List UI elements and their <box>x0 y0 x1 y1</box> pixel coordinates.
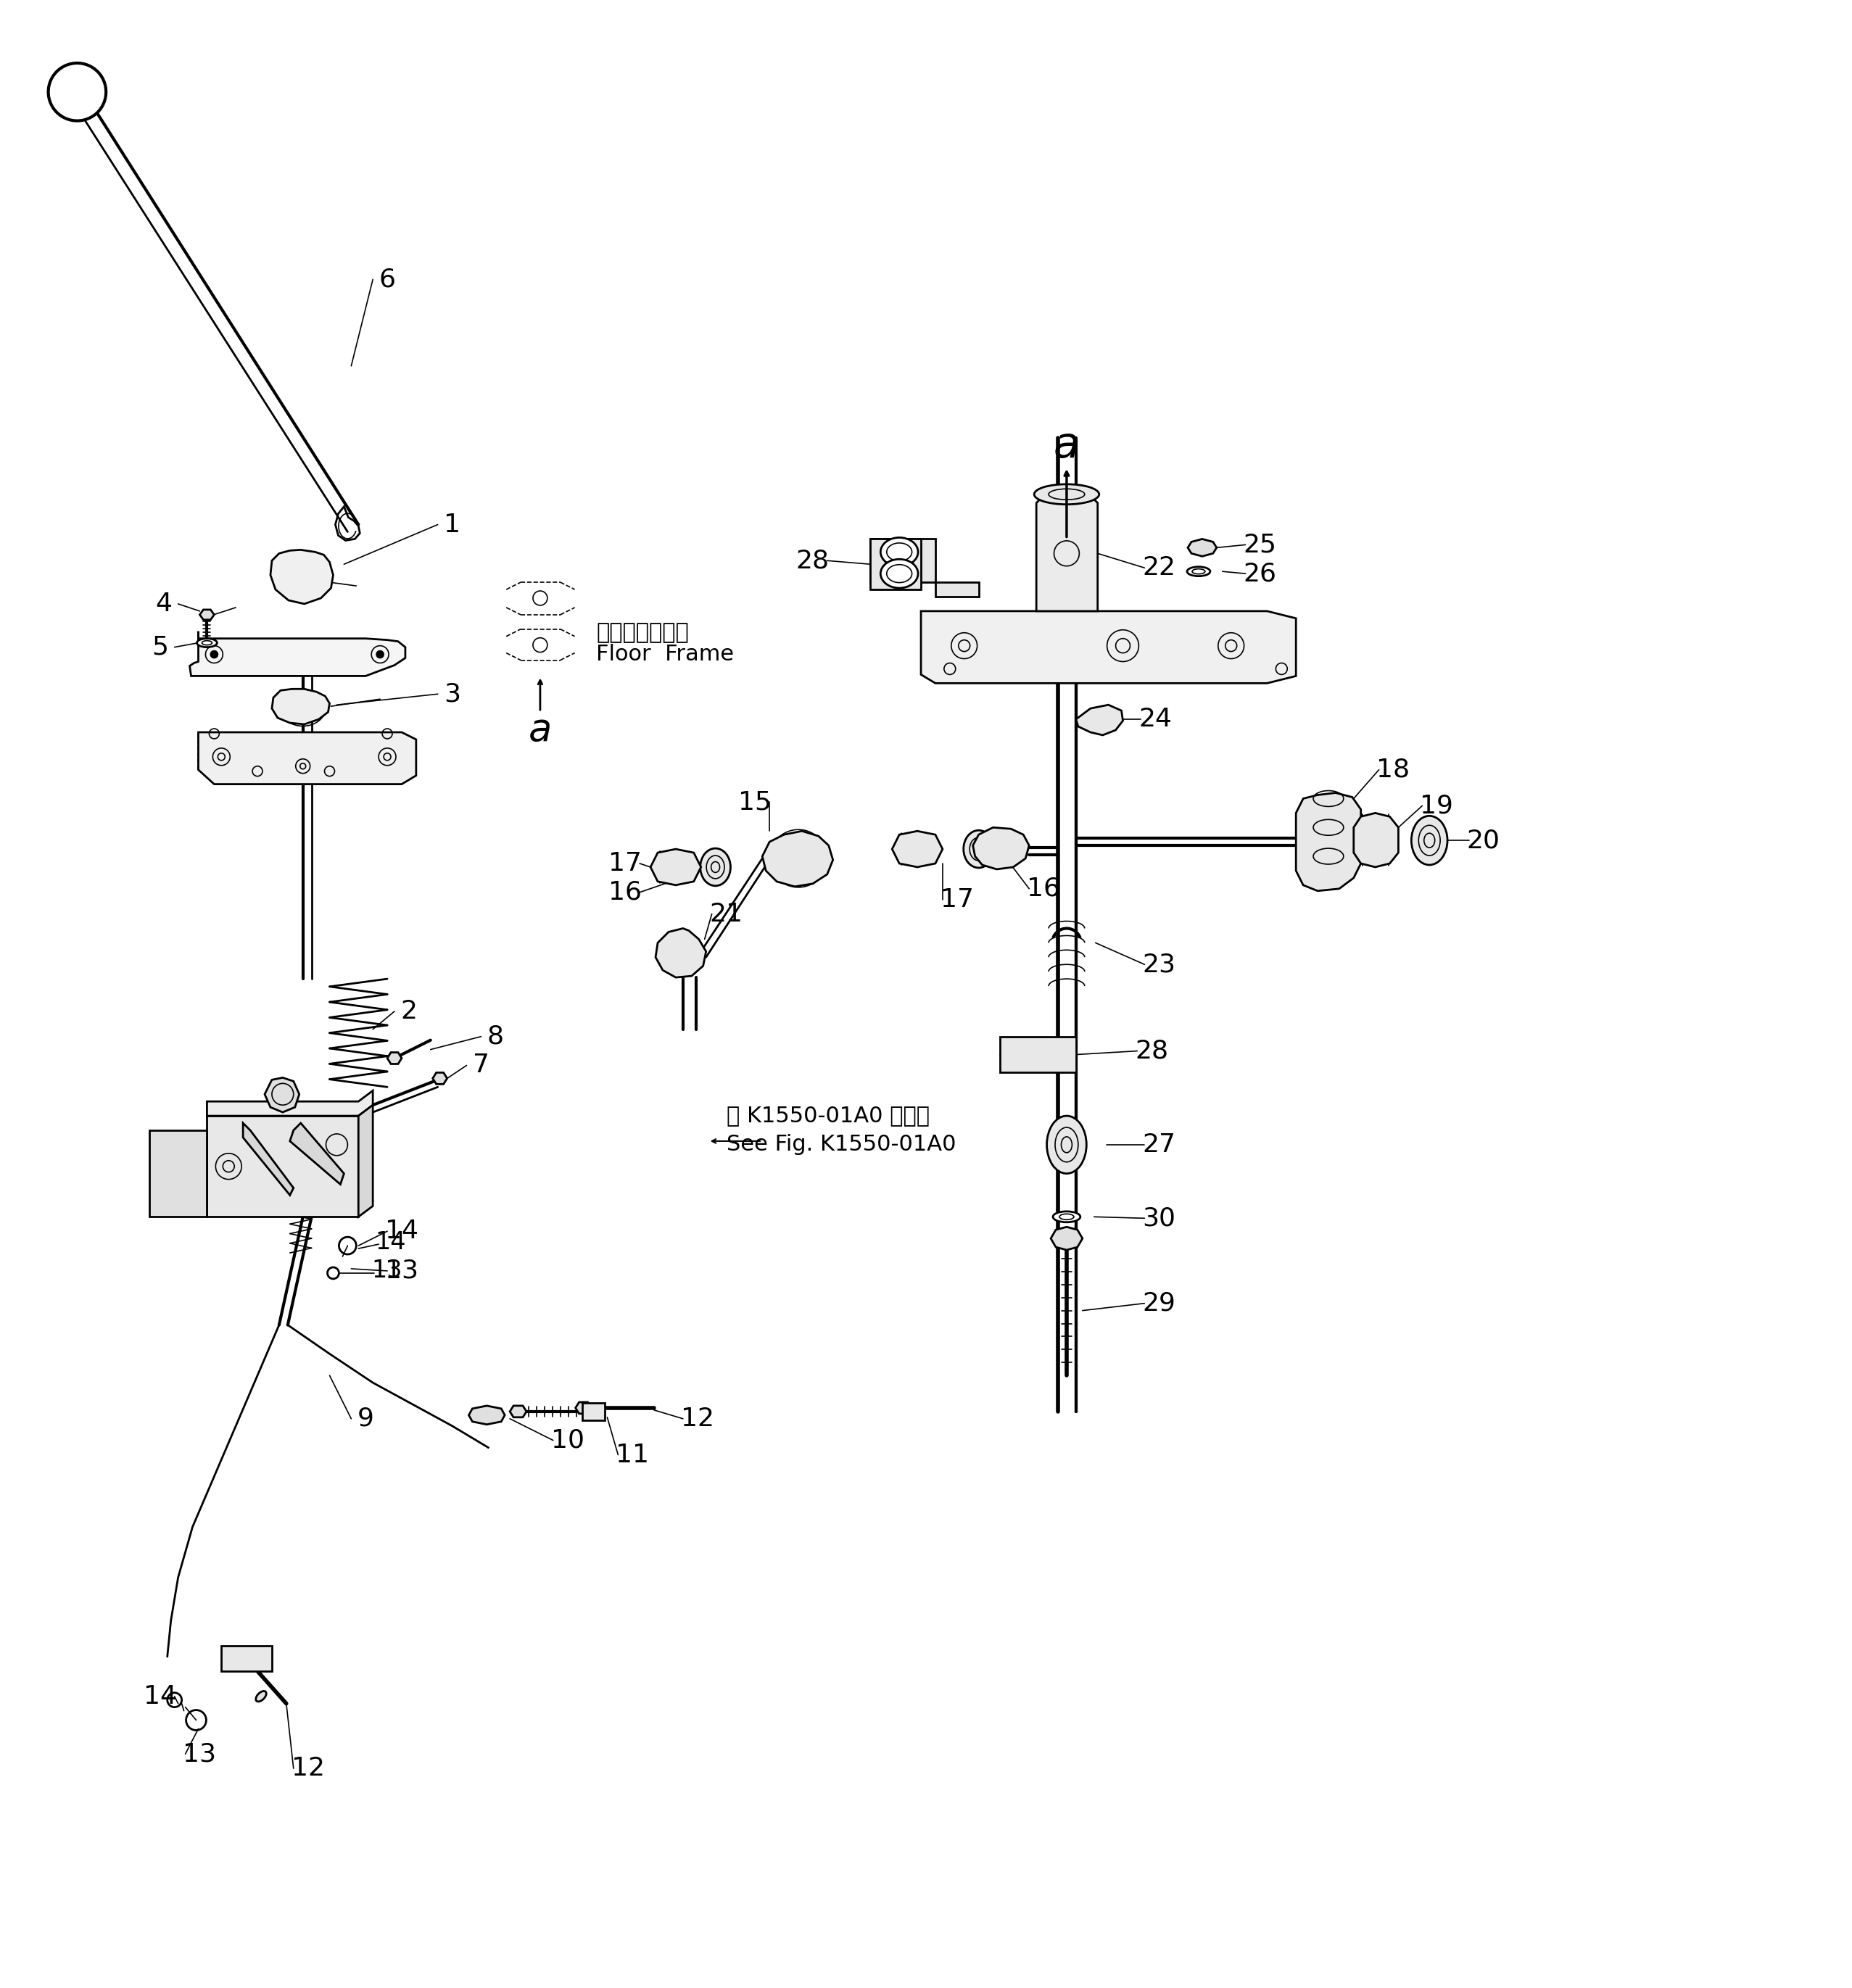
Text: 14: 14 <box>385 1219 419 1244</box>
Text: 7: 7 <box>472 1054 489 1077</box>
Text: 25: 25 <box>1243 533 1276 557</box>
Text: See Fig. K1550-01A0: See Fig. K1550-01A0 <box>726 1135 956 1155</box>
Polygon shape <box>920 610 1296 684</box>
Ellipse shape <box>1191 543 1213 553</box>
Polygon shape <box>189 632 406 676</box>
Ellipse shape <box>1046 1115 1087 1173</box>
Text: 13: 13 <box>183 1741 217 1767</box>
Text: 18: 18 <box>1376 757 1409 781</box>
Text: 26: 26 <box>1243 561 1276 586</box>
Text: Floor  Frame: Floor Frame <box>596 644 733 664</box>
Text: a: a <box>1054 425 1080 465</box>
Text: 8: 8 <box>487 1024 504 1050</box>
Text: 28: 28 <box>796 549 830 573</box>
Polygon shape <box>1354 813 1398 867</box>
Text: 4: 4 <box>156 592 172 616</box>
Ellipse shape <box>880 559 919 588</box>
Polygon shape <box>763 831 833 887</box>
Text: 13: 13 <box>372 1258 402 1282</box>
Ellipse shape <box>470 1408 504 1423</box>
Circle shape <box>48 64 106 121</box>
Polygon shape <box>1187 539 1217 557</box>
Polygon shape <box>650 849 702 885</box>
Polygon shape <box>972 827 1030 869</box>
Text: 21: 21 <box>709 903 743 926</box>
Text: 30: 30 <box>1143 1207 1176 1231</box>
Polygon shape <box>272 690 330 724</box>
Text: 9: 9 <box>357 1406 374 1431</box>
Text: 14: 14 <box>143 1684 176 1708</box>
Polygon shape <box>1076 706 1122 736</box>
Polygon shape <box>243 1123 293 1195</box>
Text: 6: 6 <box>380 266 396 292</box>
Polygon shape <box>387 1052 402 1064</box>
Polygon shape <box>207 1091 372 1115</box>
Text: 12: 12 <box>682 1406 715 1431</box>
Text: 23: 23 <box>1143 952 1176 976</box>
Polygon shape <box>200 610 215 620</box>
Polygon shape <box>207 1115 359 1217</box>
Polygon shape <box>582 1404 606 1419</box>
Text: 16: 16 <box>609 881 643 905</box>
Text: 17: 17 <box>609 851 643 877</box>
Polygon shape <box>870 539 920 590</box>
Polygon shape <box>576 1402 591 1413</box>
Polygon shape <box>1000 1036 1076 1074</box>
Text: 第 K1550-01A0 図参照: 第 K1550-01A0 図参照 <box>726 1105 930 1127</box>
Polygon shape <box>265 1077 300 1111</box>
Text: 13: 13 <box>385 1258 419 1282</box>
Polygon shape <box>893 831 943 867</box>
Circle shape <box>211 650 219 658</box>
Text: 14: 14 <box>376 1231 406 1254</box>
Text: 28: 28 <box>1135 1038 1169 1064</box>
Text: 11: 11 <box>617 1443 650 1467</box>
Text: 2: 2 <box>400 1000 417 1024</box>
Polygon shape <box>1296 793 1361 891</box>
Text: 17: 17 <box>941 887 974 912</box>
Polygon shape <box>1050 1227 1083 1250</box>
Text: 29: 29 <box>1143 1290 1176 1316</box>
Ellipse shape <box>196 638 217 648</box>
Circle shape <box>376 650 383 658</box>
Polygon shape <box>270 551 333 604</box>
Text: 1: 1 <box>444 513 461 537</box>
Text: 5: 5 <box>152 634 169 660</box>
Text: 10: 10 <box>550 1427 583 1453</box>
Text: 24: 24 <box>1139 708 1172 732</box>
Text: 22: 22 <box>1143 555 1176 580</box>
Polygon shape <box>433 1074 446 1083</box>
Polygon shape <box>509 1406 526 1417</box>
Ellipse shape <box>1187 567 1209 577</box>
Ellipse shape <box>1033 485 1098 505</box>
Polygon shape <box>1037 495 1098 610</box>
Polygon shape <box>870 539 978 596</box>
Polygon shape <box>150 1131 207 1217</box>
Ellipse shape <box>256 1692 267 1702</box>
Polygon shape <box>198 732 417 783</box>
Text: 19: 19 <box>1420 793 1454 819</box>
Ellipse shape <box>880 537 919 567</box>
Ellipse shape <box>1054 1211 1080 1223</box>
Polygon shape <box>359 1105 372 1217</box>
Ellipse shape <box>700 849 730 887</box>
Text: 27: 27 <box>1143 1133 1176 1157</box>
Text: 20: 20 <box>1467 829 1500 853</box>
Text: a: a <box>528 712 552 749</box>
Text: フロアフレーム: フロアフレーム <box>596 622 689 644</box>
Polygon shape <box>291 1123 344 1185</box>
Text: 16: 16 <box>1026 877 1059 901</box>
Polygon shape <box>656 928 706 978</box>
Polygon shape <box>222 1646 272 1672</box>
Ellipse shape <box>1411 815 1448 865</box>
Text: 3: 3 <box>444 682 461 706</box>
Ellipse shape <box>963 831 995 869</box>
Polygon shape <box>469 1406 506 1425</box>
Text: 12: 12 <box>291 1755 324 1781</box>
Text: 15: 15 <box>739 789 772 815</box>
